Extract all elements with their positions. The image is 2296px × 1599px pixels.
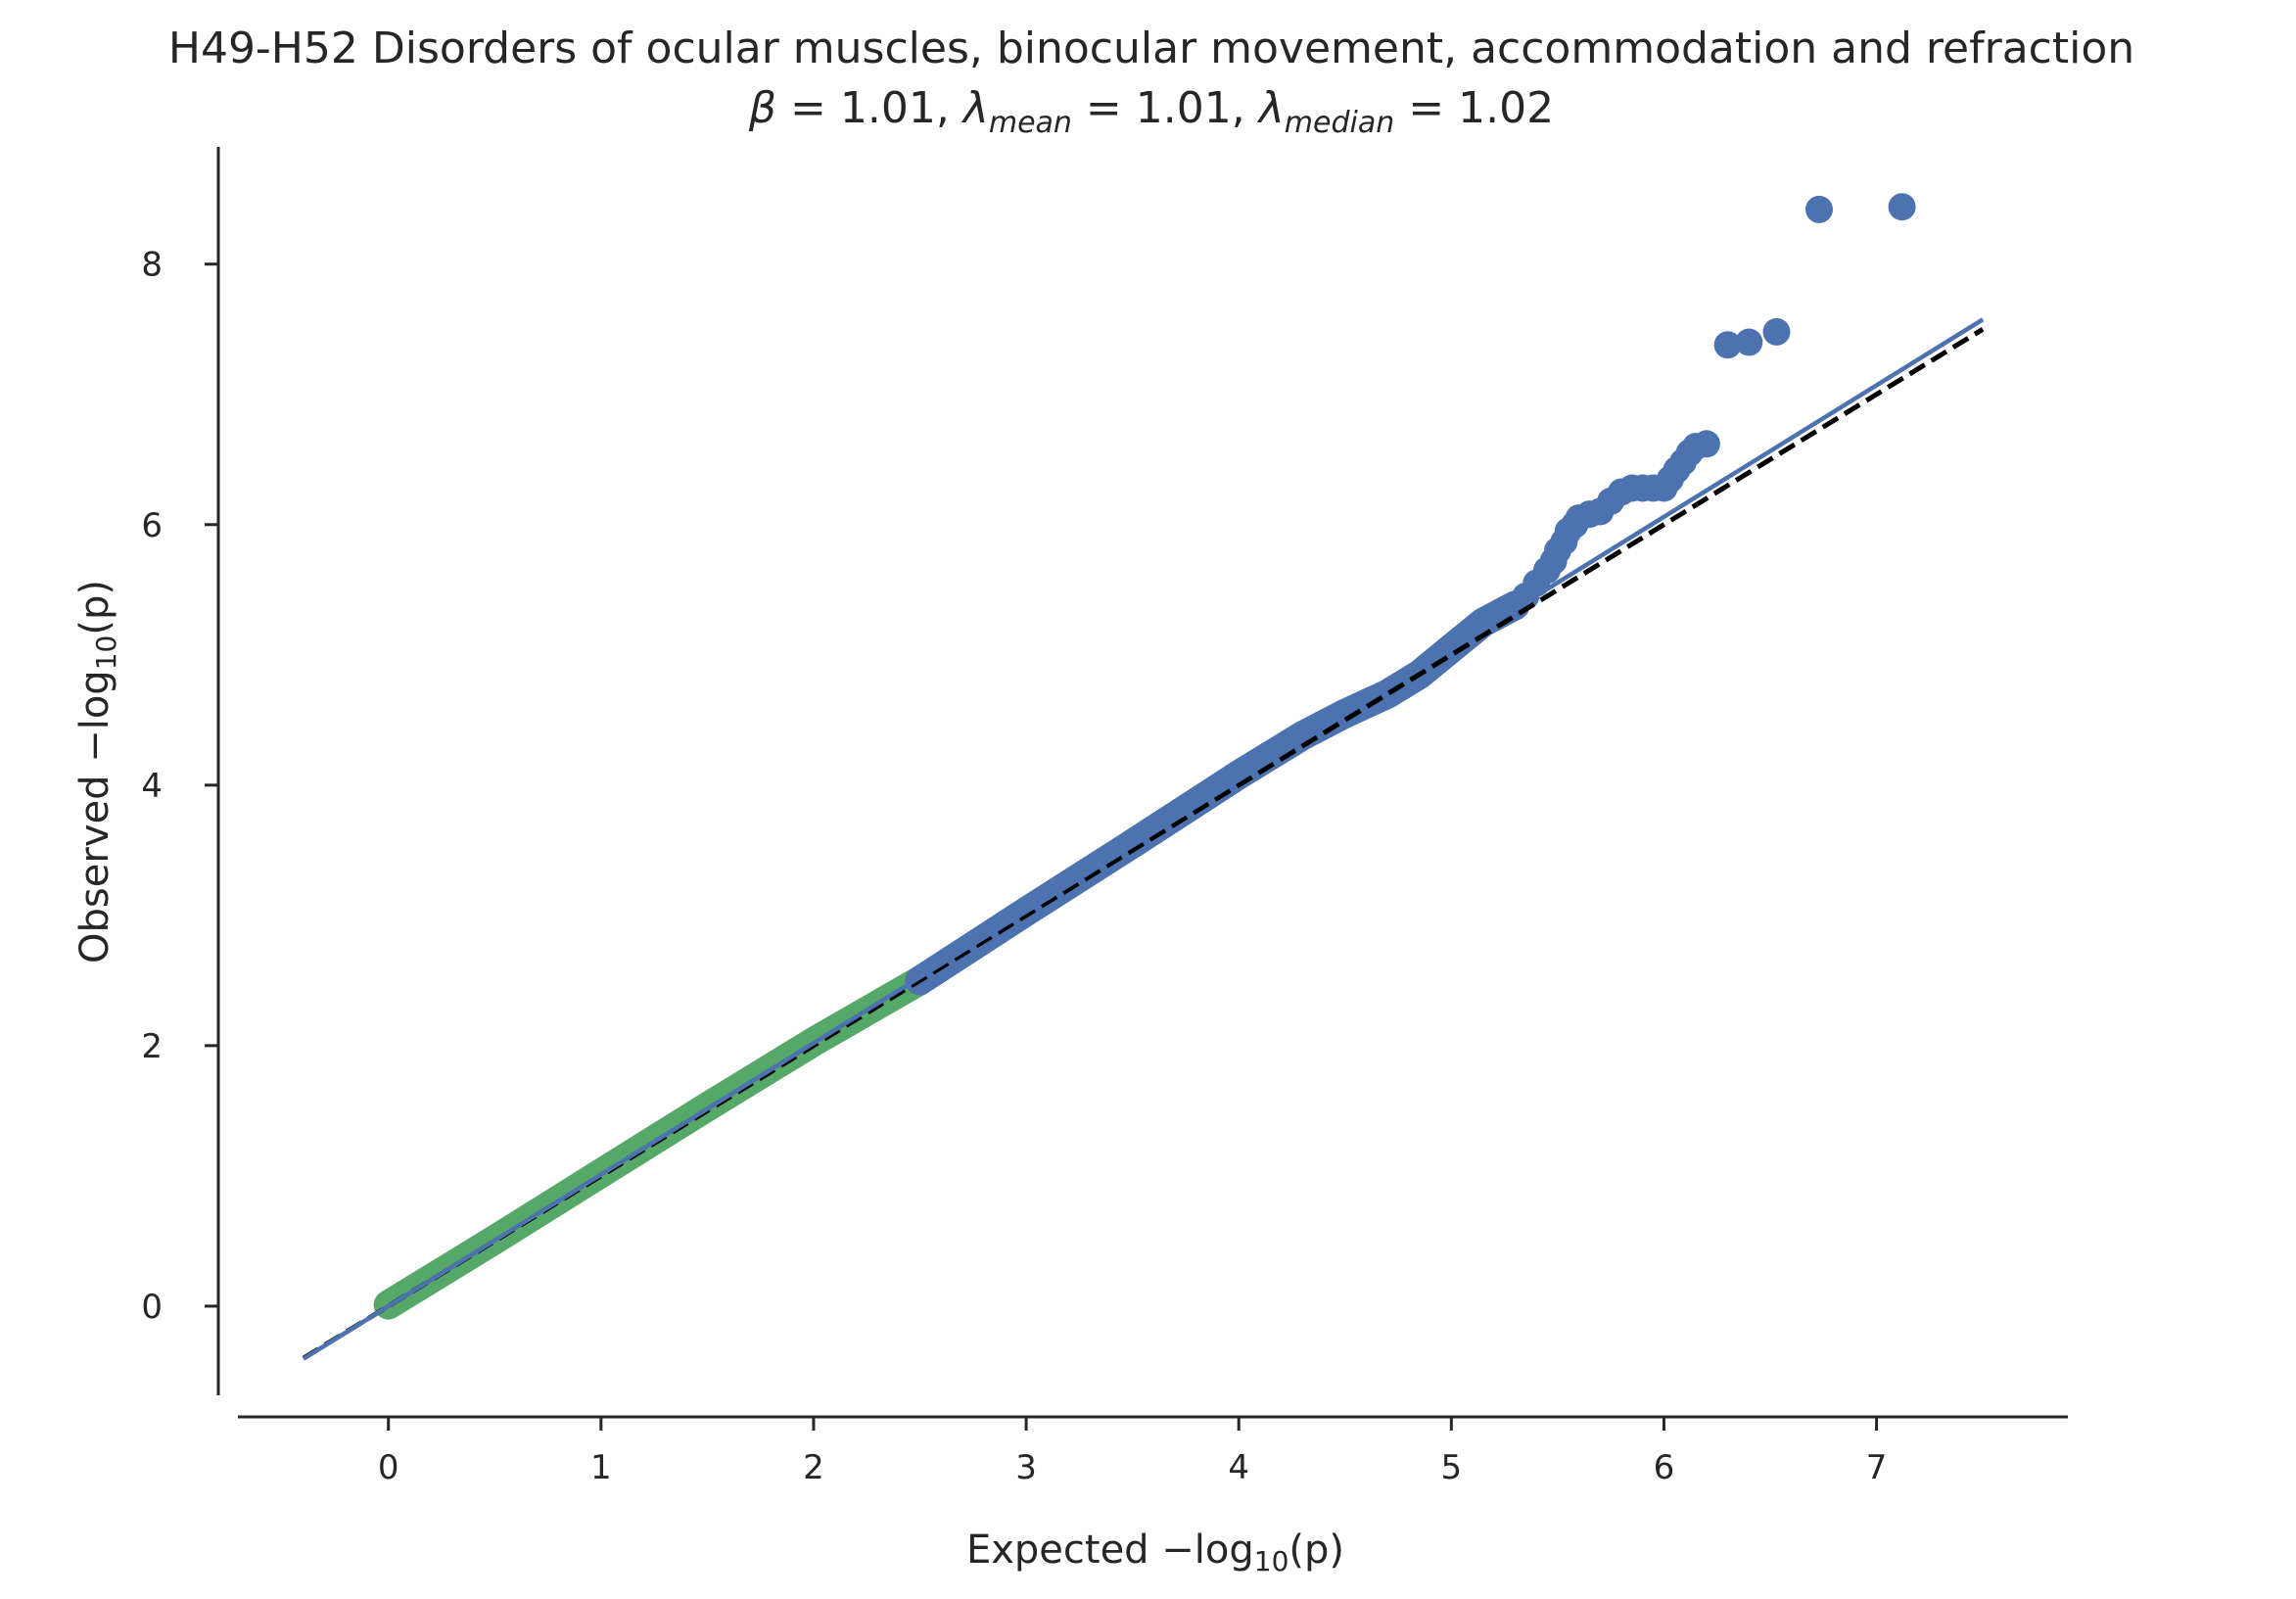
y-axis-ticks: 0 2 4 6 8 xyxy=(141,246,218,1327)
x-tick-label-7: 7 xyxy=(1866,1448,1888,1487)
y-axis-label-prefix: Observed −log xyxy=(72,670,117,964)
subtitle-lambda-mean-sub: mean xyxy=(989,106,1072,140)
x-tick-label-5: 5 xyxy=(1441,1448,1463,1487)
subtitle-sep-2: , xyxy=(1232,83,1259,133)
series-2-point-22 xyxy=(1692,430,1720,458)
diagonal-reference-line xyxy=(302,327,1985,1361)
series-2-point-26 xyxy=(1805,195,1833,223)
x-tick-label-0: 0 xyxy=(378,1448,399,1487)
subtitle-median-eq: = xyxy=(1394,83,1458,133)
x-axis-label-prefix: Expected −log xyxy=(966,1528,1254,1573)
subtitle-lambda-median-sub: median xyxy=(1285,106,1394,140)
chart-title: H49-H52 Disorders of ocular muscles, bin… xyxy=(168,24,2134,73)
x-tick-label-3: 3 xyxy=(1015,1448,1037,1487)
x-axis-label: Expected −log10(p) xyxy=(966,1528,1344,1577)
subtitle-beta-eq: = xyxy=(776,83,840,133)
y-axis-label: Observed −log10(p) xyxy=(72,580,122,964)
chart-subtitle: β = 1.01, λmean = 1.01, λmedian = 1.02 xyxy=(748,83,1554,140)
plot-area xyxy=(302,193,1985,1361)
y-axis-label-sub: 10 xyxy=(90,635,122,671)
subtitle-beta-value: 1.01 xyxy=(840,83,936,133)
x-tick-label-4: 4 xyxy=(1228,1448,1249,1487)
subtitle-beta-symbol: β xyxy=(748,83,776,133)
x-axis-label-suffix: (p) xyxy=(1289,1528,1344,1573)
axes: 0 1 2 3 4 5 6 7 0 2 4 6 8 xyxy=(141,147,2068,1487)
subtitle-lambda-symbol-1: λ xyxy=(961,83,989,133)
y-tick-label-2: 2 xyxy=(141,1027,163,1066)
x-axis-label-sub: 10 xyxy=(1254,1545,1289,1577)
series-2-point-25 xyxy=(1762,317,1791,346)
regression-fit-line xyxy=(302,317,1985,1361)
x-axis-ticks: 0 1 2 3 4 5 6 7 xyxy=(378,1417,1888,1487)
y-axis-label-suffix: (p) xyxy=(72,580,117,635)
subtitle-lambda-mean-value: 1.01 xyxy=(1136,83,1232,133)
x-tick-label-1: 1 xyxy=(590,1448,612,1487)
subtitle-lambda-symbol-2: λ xyxy=(1257,83,1285,133)
y-tick-label-8: 8 xyxy=(141,246,163,285)
x-tick-label-2: 2 xyxy=(803,1448,824,1487)
series-2-point-24 xyxy=(1735,328,1763,356)
subtitle-sep-1: , xyxy=(936,83,963,133)
y-tick-label-0: 0 xyxy=(141,1288,163,1327)
chart-title-group: H49-H52 Disorders of ocular muscles, bin… xyxy=(168,24,2134,140)
y-tick-label-4: 4 xyxy=(141,767,163,806)
y-tick-label-6: 6 xyxy=(141,506,163,545)
series-2-point-23 xyxy=(1713,331,1742,359)
subtitle-lambda-median-value: 1.02 xyxy=(1458,83,1554,133)
series-2-point-27 xyxy=(1888,193,1916,221)
x-tick-label-6: 6 xyxy=(1654,1448,1675,1487)
subtitle-mean-eq: = xyxy=(1072,83,1136,133)
